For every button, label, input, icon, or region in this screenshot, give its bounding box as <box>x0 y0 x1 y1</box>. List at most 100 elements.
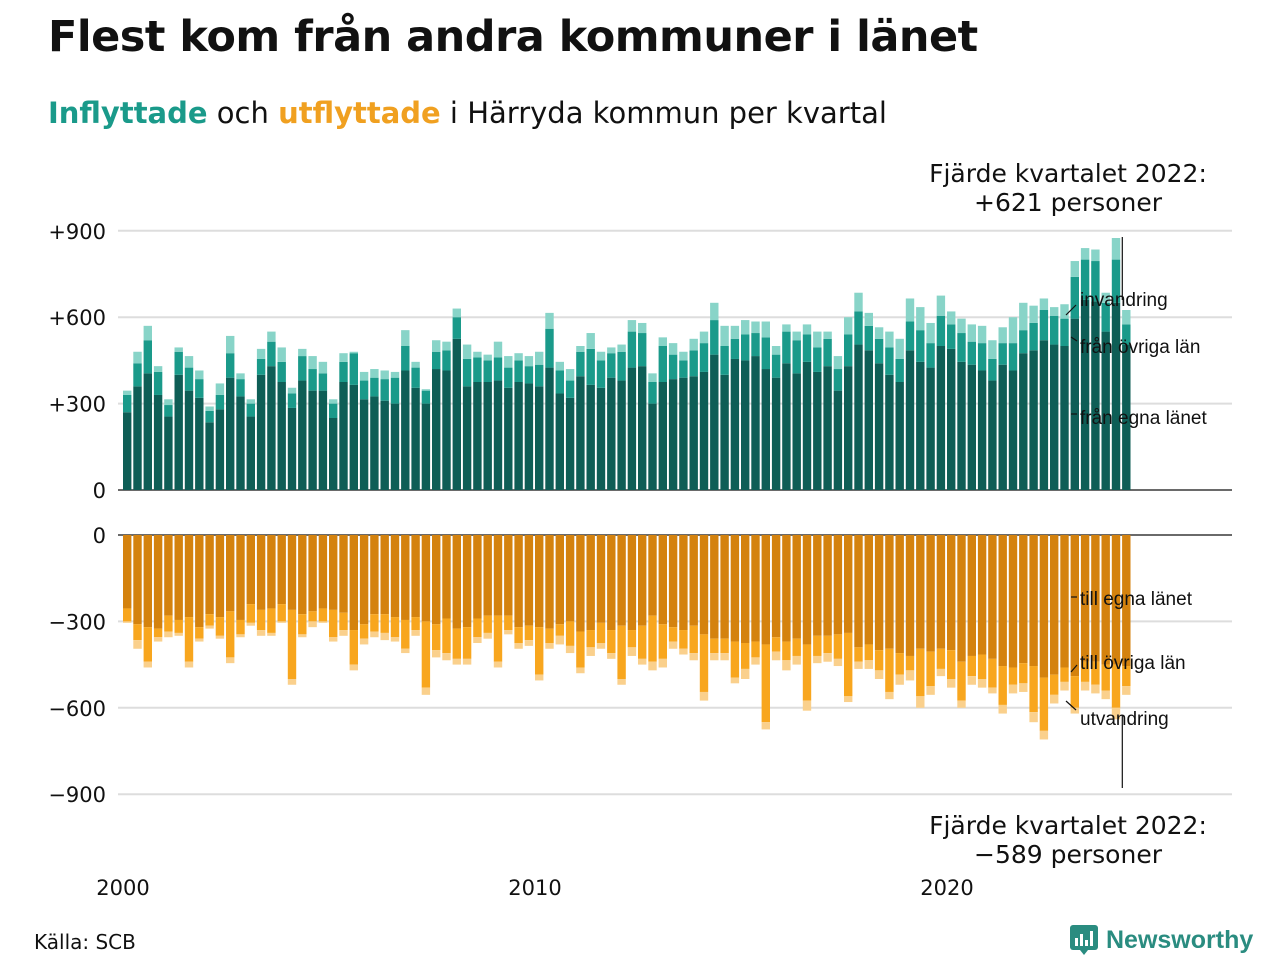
bar-till-egna-lanet <box>833 535 843 635</box>
bar-fran-ovriga-lan <box>390 377 400 404</box>
bar-utvandring <box>205 625 214 629</box>
bar-utvandring <box>1050 694 1059 704</box>
bar-fran-egna-lanet <box>813 371 822 490</box>
bar-till-egna-lanet <box>1029 535 1038 667</box>
bar-fran-ovriga-lan <box>1122 324 1131 345</box>
bar-fran-ovriga-lan <box>1019 330 1028 354</box>
bar-till-ovriga-lan <box>401 619 410 649</box>
bar-invandring <box>648 373 657 382</box>
bar-till-egna-lanet <box>1122 535 1131 667</box>
bar-till-ovriga-lan <box>967 655 976 677</box>
bar-fran-egna-lanet <box>411 387 420 490</box>
bar-fran-egna-lanet <box>854 344 863 490</box>
bar-till-ovriga-lan <box>432 624 441 651</box>
bar-utvandring <box>226 657 235 664</box>
bar-fran-egna-lanet <box>607 377 616 490</box>
bar-fran-ovriga-lan <box>370 377 379 397</box>
bar-fran-egna-lanet <box>720 374 729 490</box>
bar-till-ovriga-lan <box>1019 663 1028 684</box>
bar-utvandring <box>833 658 843 667</box>
bar-fran-egna-lanet <box>710 354 719 490</box>
bar-fran-egna-lanet <box>668 379 678 490</box>
bar-till-ovriga-lan <box>710 638 719 654</box>
series-label-fran-ovriga-lan: från övriga län <box>1080 337 1200 358</box>
bar-invandring <box>1122 310 1131 325</box>
bar-till-ovriga-lan <box>164 615 173 632</box>
bar-till-egna-lanet <box>668 535 678 628</box>
bar-fran-ovriga-lan <box>184 367 194 391</box>
bar-fran-egna-lanet <box>864 350 873 490</box>
bar-invandring <box>215 383 225 395</box>
bar-fran-ovriga-lan <box>308 369 317 391</box>
bar-invandring <box>514 353 523 361</box>
bar-till-egna-lanet <box>452 535 461 629</box>
bar-invandring <box>370 369 379 378</box>
bar-utvandring <box>730 677 740 684</box>
bar-invandring <box>524 356 534 367</box>
bar-till-egna-lanet <box>823 535 832 636</box>
bar-fran-ovriga-lan <box>905 321 915 351</box>
y-tick-label: 0 <box>93 479 106 503</box>
bar-fran-ovriga-lan <box>1091 261 1100 302</box>
bar-invandring <box>916 307 925 331</box>
bar-utvandring <box>555 635 564 645</box>
bar-fran-egna-lanet <box>617 380 626 490</box>
bar-fran-ovriga-lan <box>1029 322 1038 351</box>
bar-fran-ovriga-lan <box>483 360 492 382</box>
bar-till-egna-lanet <box>916 535 925 649</box>
bar-invandring <box>411 361 420 368</box>
bar-till-egna-lanet <box>318 535 328 609</box>
y-tick-label: +900 <box>48 220 106 244</box>
bar-invandring <box>339 353 348 362</box>
bar-utvandring <box>936 668 946 677</box>
bar-till-ovriga-lan <box>545 628 554 643</box>
bar-invandring <box>442 341 451 351</box>
bar-till-ovriga-lan <box>256 609 266 631</box>
bar-invandring <box>658 337 667 346</box>
bar-till-ovriga-lan <box>905 655 915 671</box>
bar-till-ovriga-lan <box>339 612 348 631</box>
bar-till-egna-lanet <box>287 535 297 610</box>
bar-invandring <box>473 351 482 358</box>
bar-fran-egna-lanet <box>895 382 904 490</box>
inflyttade-bars <box>123 238 1131 490</box>
bar-till-ovriga-lan <box>287 609 297 679</box>
bar-fran-egna-lanet <box>967 364 976 490</box>
bar-utvandring <box>1029 712 1038 723</box>
bar-till-ovriga-lan <box>1122 666 1131 687</box>
bar-till-egna-lanet <box>1101 535 1110 665</box>
bar-fran-ovriga-lan <box>1008 343 1018 371</box>
bar-utvandring <box>504 630 513 635</box>
bar-invandring <box>390 371 400 378</box>
bar-invandring <box>462 344 472 359</box>
bar-fran-ovriga-lan <box>741 334 750 361</box>
bar-till-egna-lanet <box>246 535 255 605</box>
bar-till-ovriga-lan <box>246 604 255 623</box>
bar-till-ovriga-lan <box>823 635 832 654</box>
bar-utvandring <box>452 658 461 665</box>
bar-invandring <box>298 348 307 357</box>
bar-fran-ovriga-lan <box>813 347 822 372</box>
bar-till-egna-lanet <box>133 535 142 625</box>
bar-till-ovriga-lan <box>123 608 132 622</box>
bar-invandring <box>493 341 503 358</box>
bar-till-egna-lanet <box>164 535 173 616</box>
bar-utvandring <box>246 622 255 626</box>
bar-fran-ovriga-lan <box>339 361 348 382</box>
bar-till-egna-lanet <box>648 535 657 616</box>
bar-utvandring <box>370 631 379 638</box>
bar-utvandring <box>174 632 183 636</box>
series-label-leader <box>1070 336 1078 342</box>
bar-invandring <box>236 373 245 380</box>
bar-fran-egna-lanet <box>143 373 152 490</box>
bar-till-ovriga-lan <box>854 647 863 662</box>
bar-fran-egna-lanet <box>390 403 400 490</box>
bar-till-ovriga-lan <box>267 608 276 633</box>
bar-invandring <box>329 399 338 404</box>
bar-utvandring <box>998 704 1007 714</box>
bar-till-ovriga-lan <box>885 648 894 692</box>
bar-till-ovriga-lan <box>215 617 225 636</box>
bar-till-ovriga-lan <box>308 611 317 622</box>
bar-till-ovriga-lan <box>226 611 235 658</box>
bar-utvandring <box>668 641 678 649</box>
